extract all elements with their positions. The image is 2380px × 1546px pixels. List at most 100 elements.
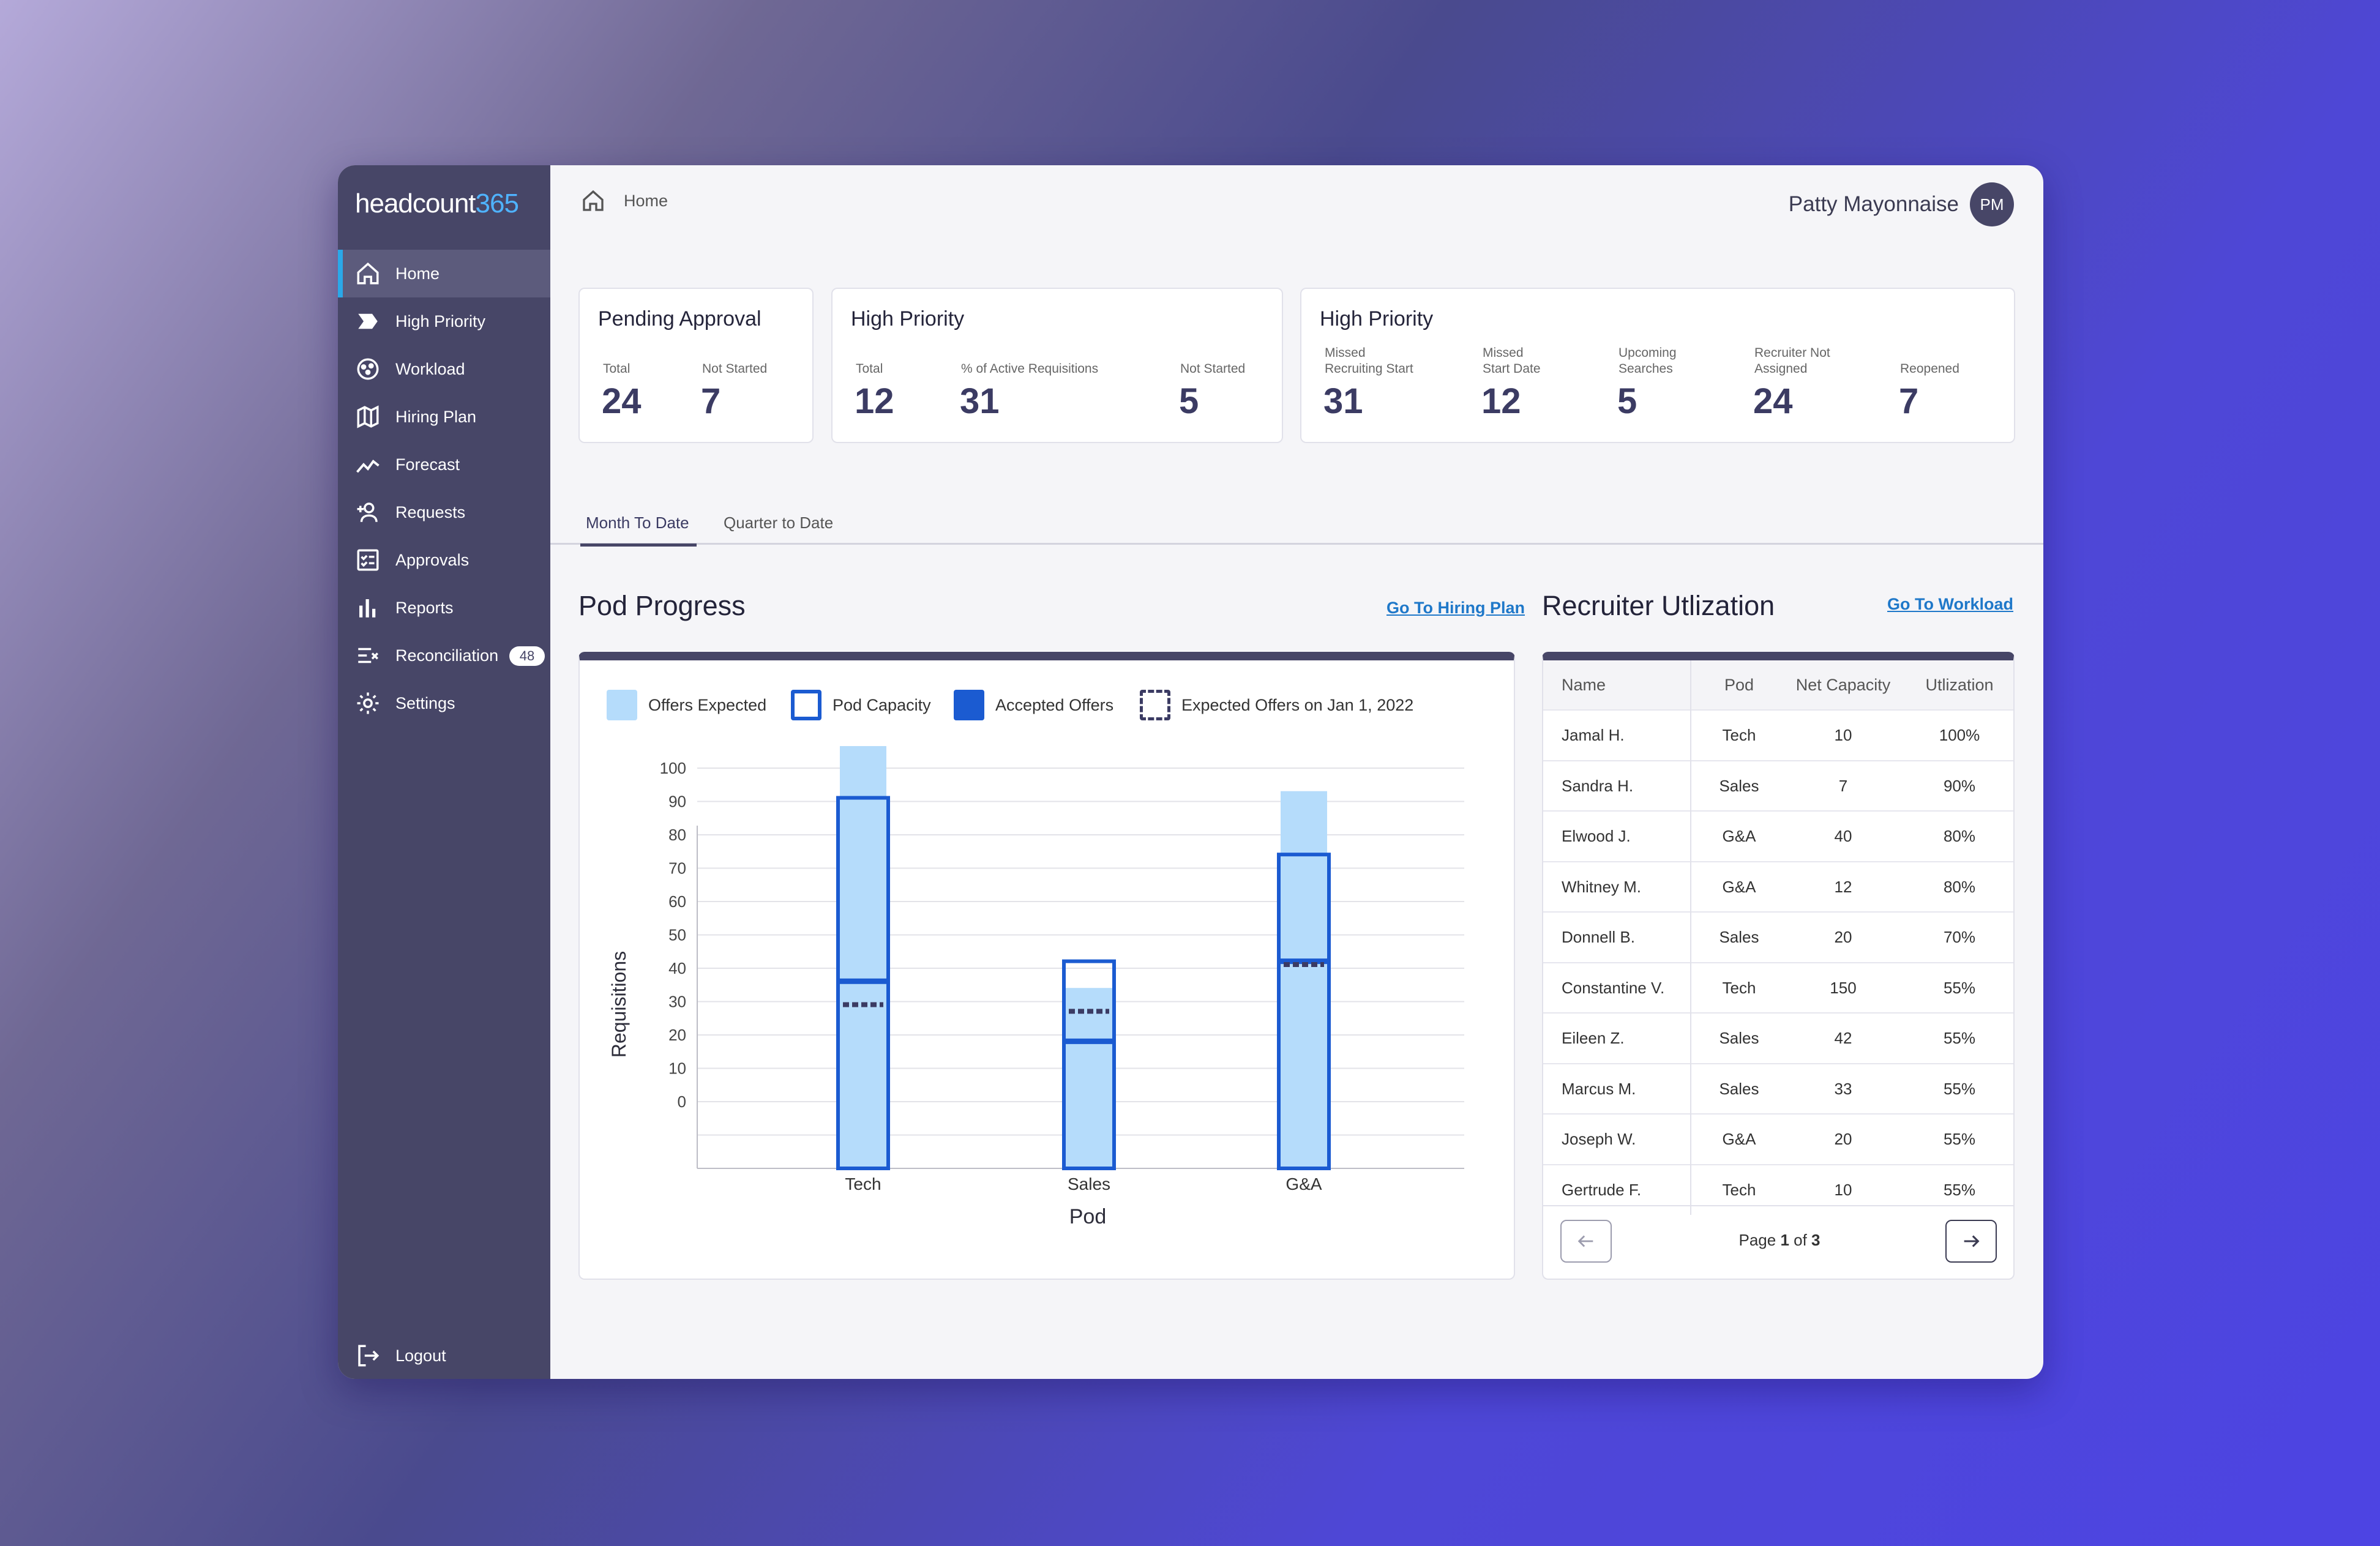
pod-capacity-outline	[1277, 853, 1331, 1170]
sidebar-item-reports[interactable]: Reports	[338, 584, 550, 632]
workload-icon	[357, 358, 379, 380]
pod-progress-title: Pod Progress	[578, 590, 746, 621]
y-tick-label: 80	[668, 826, 686, 844]
table-row[interactable]: Whitney M. G&A 12 80%	[1543, 861, 2013, 911]
recruiter-utilization-table: Name Pod Net Capacity Utlization Jamal H…	[1542, 652, 2015, 1280]
cell-name: Whitney M.	[1562, 877, 1642, 896]
logo-text: headcount	[355, 189, 476, 218]
app-window: headcount365 Home High Priority Workload…	[338, 165, 2043, 1379]
user-menu[interactable]: Patty Mayonnaise PM	[1789, 182, 2014, 226]
cell-net-capacity: 12	[1834, 877, 1852, 896]
page-of: of	[1789, 1231, 1812, 1249]
column-header-name[interactable]: Name	[1562, 675, 1606, 694]
reconciliation-count-badge: 48	[509, 646, 545, 666]
sidebar-item-high-priority[interactable]: High Priority	[338, 297, 550, 345]
stat-label: Missed Start Date	[1483, 346, 1541, 376]
cell-utilization: 80%	[1943, 827, 1976, 845]
date-range-tabs: Month To Date Quarter to Date	[550, 496, 2043, 545]
legend-expected-offers: Expected Offers on Jan 1, 2022	[1140, 690, 1413, 720]
stat-label: Recruiter Not Assigned	[1754, 346, 1830, 376]
sidebar-item-workload[interactable]: Workload	[338, 345, 550, 393]
sidebar-item-label: Home	[395, 264, 440, 283]
logo-number: 365	[475, 189, 519, 218]
table-row[interactable]: Joseph W. G&A 20 55%	[1543, 1113, 2013, 1163]
go-to-workload-link[interactable]: Go To Workload	[1887, 595, 2013, 613]
y-tick-label: 10	[668, 1059, 686, 1078]
stat-value: 5	[1179, 381, 1199, 421]
legend-offers-expected: Offers Expected	[607, 690, 766, 720]
avatar[interactable]: PM	[1970, 182, 2014, 226]
stat-value: 31	[1323, 381, 1363, 421]
cell-net-capacity: 150	[1830, 978, 1857, 997]
cell-name: Joseph W.	[1562, 1130, 1636, 1148]
column-header-net-capacity[interactable]: Net Capacity	[1795, 675, 1891, 694]
cell-name: Elwood J.	[1562, 827, 1631, 845]
cell-name: Constantine V.	[1562, 978, 1665, 997]
table-row[interactable]: Jamal H. Tech 10 100%	[1543, 709, 2013, 760]
home-icon[interactable]	[581, 189, 605, 213]
gear-icon	[357, 692, 379, 714]
legend-label: Pod Capacity	[833, 695, 931, 714]
offers-expected-bar	[1066, 988, 1112, 1168]
cell-net-capacity: 10	[1834, 726, 1852, 744]
sidebar-item-label: Forecast	[395, 455, 460, 474]
sidebar-item-approvals[interactable]: Approvals	[338, 536, 550, 584]
y-tick-label: 70	[668, 859, 686, 878]
cell-pod: Sales	[1719, 1079, 1759, 1098]
high-priority-detail-card[interactable]: High Priority Missed Recruiting Start 31…	[1300, 288, 2015, 443]
sidebar-item-home[interactable]: Home	[338, 250, 550, 297]
table-row[interactable]: Marcus M. Sales 33 55%	[1543, 1062, 2013, 1113]
sidebar-item-hiring-plan[interactable]: Hiring Plan	[338, 393, 550, 441]
table-row[interactable]: Donnell B. Sales 20 70%	[1543, 911, 2013, 962]
table-row[interactable]: Sandra H. Sales 7 90%	[1543, 760, 2013, 810]
y-tick-label: 0	[678, 1092, 686, 1111]
cell-utilization: 100%	[1939, 726, 1980, 744]
previous-page-button[interactable]	[1560, 1220, 1612, 1263]
stat-label: Not Started	[702, 362, 768, 376]
column-header-pod[interactable]: Pod	[1724, 675, 1754, 694]
stat-label: Total	[856, 362, 883, 376]
active-tab-indicator	[580, 543, 697, 547]
name-column-divider	[1690, 660, 1691, 1215]
cell-pod: Tech	[1722, 726, 1756, 744]
stat-label: Total	[603, 362, 631, 376]
pod-capacity-swatch	[791, 690, 821, 720]
table-row[interactable]: Eileen Z. Sales 42 55%	[1543, 1012, 2013, 1062]
sidebar-item-requests[interactable]: Requests	[338, 488, 550, 536]
pod-progress-chart: 1101009080706050403020100TechSalesG&AReq…	[608, 746, 1464, 1228]
tab-quarter-to-date[interactable]: Quarter to Date	[724, 513, 834, 532]
cell-net-capacity: 42	[1834, 1029, 1852, 1047]
checklist-icon	[357, 549, 379, 571]
breadcrumb-home[interactable]: Home	[624, 191, 668, 210]
go-to-hiring-plan-link[interactable]: Go To Hiring Plan	[1386, 599, 1525, 617]
sidebar-item-reconciliation[interactable]: Reconciliation 48	[338, 632, 550, 679]
user-name: Patty Mayonnaise	[1788, 192, 1959, 216]
table-row[interactable]: Constantine V. Tech 150 55%	[1543, 962, 2013, 1012]
legend-pod-capacity: Pod Capacity	[791, 690, 931, 720]
tab-month-to-date[interactable]: Month To Date	[586, 513, 689, 532]
logout-button[interactable]: Logout	[338, 1332, 550, 1379]
logo[interactable]: headcount365	[355, 189, 519, 219]
column-header-utilization[interactable]: Utlization	[1925, 675, 1994, 694]
table-header	[1543, 660, 2013, 709]
cell-utilization: 70%	[1943, 928, 1976, 946]
table-row[interactable]: Elwood J. G&A 40 80%	[1543, 810, 2013, 861]
high-priority-card[interactable]: High Priority Total 12 % of Active Requi…	[831, 288, 1283, 443]
sidebar-item-settings[interactable]: Settings	[338, 679, 550, 727]
x-tick-label: Sales	[1068, 1174, 1110, 1193]
cell-net-capacity: 33	[1834, 1079, 1852, 1098]
offers-expected-bar	[840, 746, 886, 1168]
sidebar-item-forecast[interactable]: Forecast	[338, 441, 550, 488]
table-row[interactable]: Gertrude F. Tech 10 55%	[1543, 1163, 2013, 1214]
recruiter-utilization-title: Recruiter Utlization	[1542, 590, 1775, 621]
accepted-offers-swatch	[954, 690, 984, 720]
breadcrumb: Home	[581, 189, 668, 213]
stat-label: Missed Recruiting Start	[1325, 346, 1413, 376]
cell-utilization: 90%	[1943, 776, 1976, 795]
pending-approval-card[interactable]: Pending Approval Total 24 Not Started 7	[578, 288, 814, 443]
page-indicator: Page 1 of 3	[1543, 1231, 2013, 1250]
cell-pod: Sales	[1719, 1029, 1759, 1047]
add-user-icon	[357, 502, 378, 522]
stat-label: % of Active Requisitions	[961, 362, 1099, 376]
next-page-button[interactable]	[1945, 1220, 1997, 1263]
